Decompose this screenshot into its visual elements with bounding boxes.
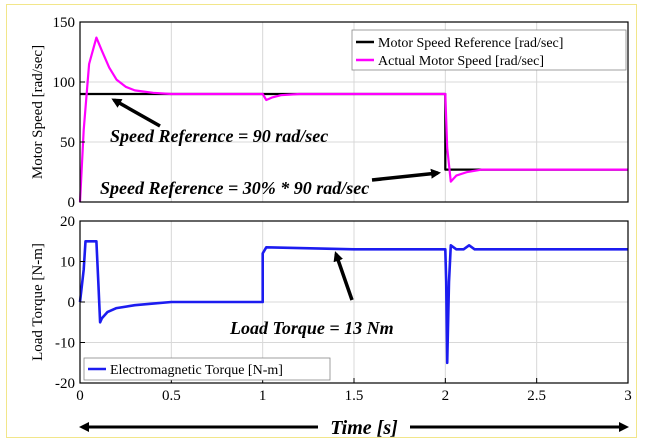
xtick-label-4: 2 (442, 388, 450, 404)
top-y-axis-label: Motor Speed [rad/sec] (30, 45, 46, 179)
xtick-label-3: 1.5 (345, 388, 364, 404)
top-legend-box (351, 29, 627, 71)
bottom-ytick-label-1: -10 (55, 336, 75, 352)
bottom-legend: Electromagnetic Torque [N-m] (83, 357, 331, 381)
bottom-series (78, 240, 628, 365)
legend-label-torque: Electromagnetic Torque [N-m] (110, 363, 283, 378)
arrow-speed-ref-90 (111, 98, 161, 128)
top-ytick-label-1: 50 (60, 135, 75, 151)
bottom-y-axis-label: Load Torque [N-m] (30, 243, 46, 361)
xtick-label-5: 2.5 (527, 388, 546, 404)
bottom-ytick-label-2: 0 (68, 295, 76, 311)
arrow-speed-ref-30 (371, 168, 441, 182)
annotation-speed-ref-30: Speed Reference = 30% * 90 rad/sec (100, 178, 369, 198)
bottom-series-0 (78, 240, 628, 365)
x-axis-label: Time [s] (330, 417, 398, 439)
top-series (78, 36, 628, 203)
bottom-ytick-label-0: -20 (55, 376, 75, 392)
annotation-speed-ref-90: Speed Reference = 90 rad/sec (110, 126, 328, 146)
top-series-1 (78, 36, 628, 203)
bottom-ytick-label-3: 10 (60, 255, 75, 271)
top-ytick-label-3: 150 (53, 15, 76, 31)
legend-label-reference: Motor Speed Reference [rad/sec] (378, 36, 563, 51)
top-plot-frame (79, 21, 629, 203)
arrow-load-torque (333, 251, 354, 301)
annotation-load-torque: Load Torque = 13 Nm (229, 318, 394, 338)
top-y-ticks: 0 50 100 150 (53, 15, 85, 211)
xtick-label-2: 1 (259, 388, 267, 404)
xtick-label-0: 0 (76, 388, 84, 404)
bottom-legend-box (83, 357, 331, 381)
figure-frame (6, 4, 637, 438)
xtick-label-1: 0.5 (162, 388, 181, 404)
top-ytick-label-0: 0 (68, 195, 76, 211)
bottom-ytick-label-4: 20 (60, 214, 75, 230)
bottom-x-ticks: 0 0.5 1 1.5 2 2.5 3 (76, 378, 632, 404)
top-legend: Motor Speed Reference [rad/sec] Actual M… (351, 29, 627, 71)
bottom-y-ticks: -20 -10 0 10 20 (55, 214, 85, 392)
legend-label-actual: Actual Motor Speed [rad/sec] (378, 54, 544, 69)
xtick-label-6: 3 (624, 388, 632, 404)
top-ytick-label-2: 100 (53, 75, 76, 91)
